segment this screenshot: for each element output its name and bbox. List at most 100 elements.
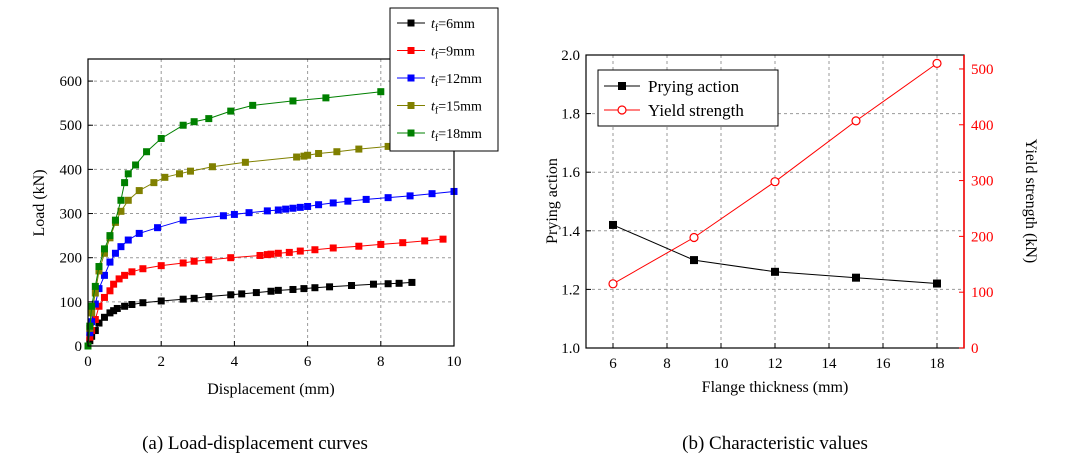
- left-data-point: [179, 121, 187, 129]
- left-legend-label: tf=15mm: [431, 100, 482, 117]
- left-data-point: [100, 313, 108, 321]
- left-data-point: [157, 262, 165, 270]
- right-y2-axis-label: Yield strength (kN): [1022, 139, 1039, 263]
- left-legend-marker: [407, 102, 415, 109]
- left-data-point: [117, 207, 125, 215]
- right-legend: Prying action Yield strength: [597, 69, 779, 127]
- left-data-point: [333, 148, 341, 156]
- left-data-point: [311, 246, 319, 254]
- left-legend: tf=6mm tf=9mm tf=12mm tf=15mm tf=18mm: [389, 7, 499, 152]
- right-data-point: [851, 116, 861, 126]
- left-data-point: [227, 254, 235, 262]
- left-data-point: [95, 263, 103, 271]
- left-data-point: [91, 282, 99, 290]
- right-series-group: [608, 58, 942, 289]
- left-data-point: [274, 249, 282, 257]
- left-data-point: [256, 251, 264, 259]
- left-data-point: [289, 285, 297, 293]
- left-data-point: [121, 179, 129, 187]
- left-data-point: [88, 309, 96, 317]
- left-y-tick-label: 600: [60, 74, 83, 90]
- left-series-1: [84, 235, 447, 350]
- left-data-point: [230, 210, 238, 218]
- right-y2-tick-label: 300: [971, 174, 994, 190]
- right-y-tick-label: 1.8: [561, 107, 580, 123]
- left-data-point: [91, 327, 99, 335]
- left-data-point: [344, 197, 352, 205]
- left-y-tick-label: 100: [60, 295, 83, 311]
- right-x-tick-label: 12: [768, 356, 783, 372]
- left-data-point: [111, 249, 119, 257]
- left-x-tick-label: 10: [447, 354, 462, 370]
- right-y2-tick-label: 200: [971, 229, 994, 245]
- left-series-line: [87, 141, 425, 347]
- left-legend-marker: [407, 47, 415, 54]
- left-data-point: [124, 170, 132, 178]
- right-y-axis-label: Prying action: [544, 158, 561, 244]
- left-data-point: [100, 271, 108, 279]
- right-ticks: 6 8 10 12 14 16 18 1.0 1.2 1.4 1.6 1.8 2.0 0 100 200 300…: [561, 48, 993, 372]
- left-data-point: [179, 295, 187, 303]
- left-data-point: [263, 207, 271, 215]
- left-data-point: [88, 318, 96, 326]
- left-data-point: [205, 115, 213, 123]
- right-legend-label: Yield strength: [648, 101, 744, 120]
- left-data-point: [113, 304, 121, 312]
- left-data-point: [106, 309, 114, 317]
- left-data-point: [263, 251, 271, 259]
- right-x-tick-label: 8: [663, 356, 671, 372]
- left-data-point: [377, 240, 385, 248]
- right-y2-tick-label: 0: [971, 341, 979, 357]
- left-data-point: [208, 163, 216, 171]
- left-grid: [88, 59, 454, 346]
- right-data-point: [608, 279, 618, 289]
- left-data-point: [406, 192, 414, 200]
- left-data-point: [124, 236, 132, 244]
- left-data-point: [384, 194, 392, 202]
- left-data-point: [86, 337, 94, 345]
- right-data-point: [689, 232, 699, 243]
- left-data-point: [154, 224, 162, 232]
- left-data-point: [121, 302, 129, 310]
- left-data-point: [238, 290, 246, 298]
- right-data-point: [933, 279, 941, 288]
- left-data-point: [100, 245, 108, 253]
- right-x-tick-label: 16: [876, 356, 892, 372]
- left-data-point: [190, 257, 198, 265]
- left-data-point: [304, 202, 312, 210]
- left-data-point: [132, 161, 140, 169]
- left-data-point: [296, 203, 304, 211]
- left-data-point: [86, 322, 94, 330]
- left-data-point: [139, 265, 147, 273]
- left-data-point: [377, 88, 385, 96]
- left-data-point: [293, 153, 301, 161]
- left-y-tick-label: 0: [75, 339, 83, 355]
- left-data-point: [348, 282, 356, 290]
- left-data-point: [157, 134, 165, 142]
- left-data-point: [267, 287, 275, 295]
- left-x-tick-label: 8: [377, 354, 385, 370]
- right-legend-marker: [617, 105, 627, 115]
- left-data-point: [249, 101, 257, 109]
- left-plot-frame: [87, 58, 455, 347]
- left-series-line: [87, 91, 381, 347]
- left-data-point: [115, 275, 123, 283]
- right-y-tick-label: 1.2: [561, 282, 580, 298]
- right-x-tick-label: 18: [930, 356, 945, 372]
- left-data-point: [289, 97, 297, 105]
- left-legend-label: tf=6mm: [431, 17, 475, 34]
- left-y-tick-label: 500: [60, 118, 83, 134]
- left-data-point: [274, 286, 282, 294]
- left-data-point: [369, 280, 377, 288]
- left-data-point: [106, 258, 114, 266]
- right-caption: (b) Characteristic values: [682, 433, 868, 454]
- right-y2-tick-label: 100: [971, 285, 994, 301]
- left-data-point: [315, 149, 323, 157]
- left-data-point: [143, 148, 151, 156]
- left-data-point: [161, 173, 169, 181]
- left-data-point: [289, 204, 297, 212]
- left-x-tick-label: 6: [304, 354, 312, 370]
- left-data-point: [439, 235, 447, 243]
- left-legend-label: tf=12mm: [431, 72, 482, 89]
